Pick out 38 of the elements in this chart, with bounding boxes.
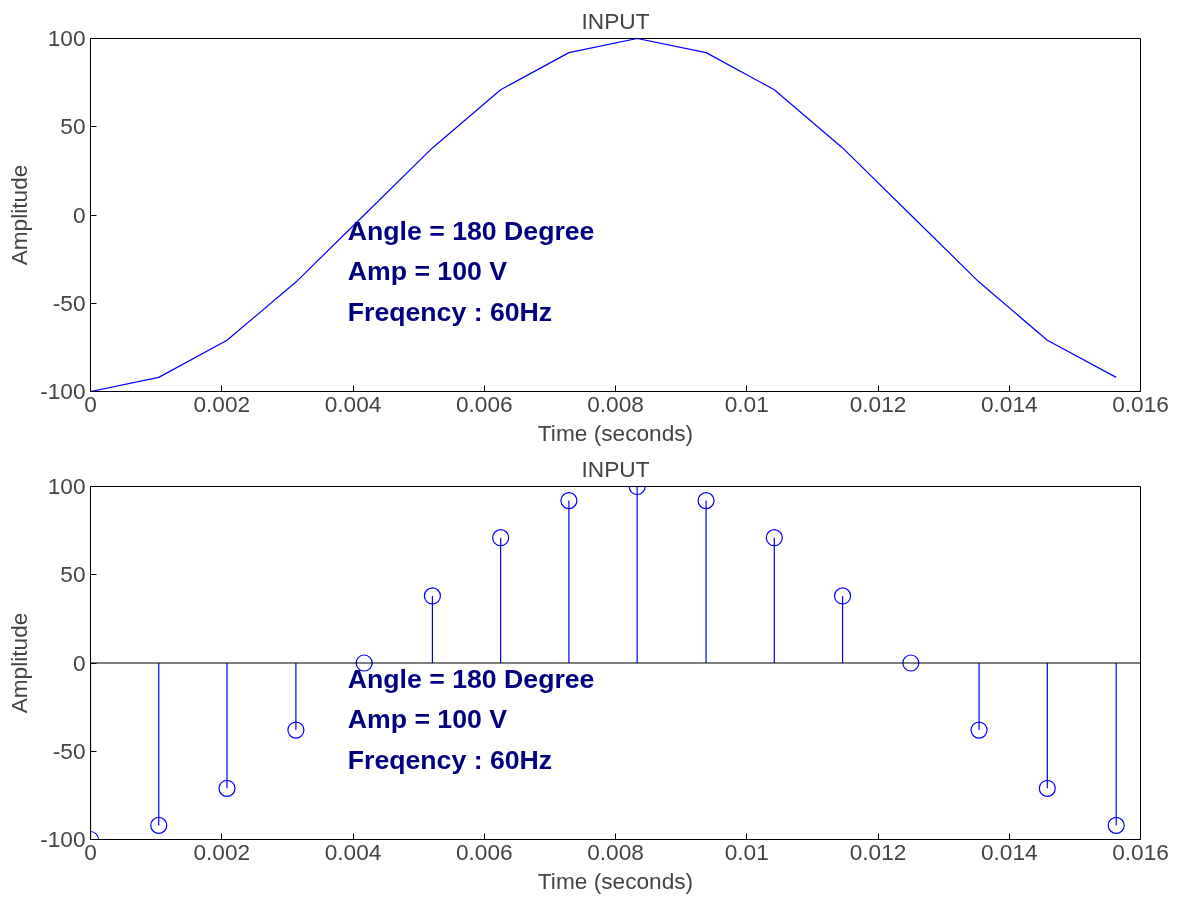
x-tick-label: 0.002: [193, 838, 251, 865]
x-tick-label: 0.006: [455, 838, 513, 865]
x-tick-label: 0.016: [1112, 838, 1169, 865]
x-tick-label: 0.014: [980, 838, 1038, 865]
y-axis-title: Amplitude: [6, 164, 33, 266]
y-tick-label: 0: [72, 649, 86, 676]
y-axis-title: Amplitude: [6, 612, 33, 714]
y-tick-label: 50: [60, 561, 86, 588]
y-tick-label: -100: [40, 826, 86, 852]
x-tick-label: 0.002: [193, 390, 251, 417]
x-tick-label: 0.01: [724, 838, 769, 865]
annotation: Angle = 180 Degree: [347, 215, 595, 246]
x-tick-label: 0.01: [724, 390, 769, 417]
x-tick-label: 0.012: [849, 390, 907, 417]
x-tick-label: 0.014: [980, 390, 1038, 417]
chart-title: INPUT: [581, 7, 650, 34]
y-tick-label: -100: [40, 378, 86, 404]
x-axis-title: Time (seconds): [537, 867, 694, 894]
x-tick-label: 0.004: [324, 390, 382, 417]
y-tick-label: 0: [72, 201, 86, 228]
x-tick-label: 0.016: [1112, 390, 1169, 417]
y-tick-label: -50: [52, 289, 86, 316]
annotation: Amp = 100 V: [347, 256, 508, 287]
annotation: Freqency : 60Hz: [347, 297, 553, 328]
x-tick-label: 0.006: [455, 390, 513, 417]
y-tick-label: -50: [52, 737, 86, 764]
x-tick-label: 0.008: [587, 838, 644, 865]
chart-title: INPUT: [581, 455, 650, 482]
y-tick-label: 100: [47, 473, 86, 499]
x-tick-label: 0.008: [587, 390, 644, 417]
annotation: Freqency : 60Hz: [347, 745, 553, 776]
y-tick-label: 50: [60, 113, 86, 140]
annotation: Angle = 180 Degree: [347, 663, 595, 694]
x-tick-label: 0.004: [324, 838, 382, 865]
annotation: Amp = 100 V: [347, 704, 508, 735]
x-axis-title: Time (seconds): [537, 419, 694, 446]
x-tick-label: 0.012: [849, 838, 907, 865]
y-tick-label: 100: [47, 25, 86, 51]
